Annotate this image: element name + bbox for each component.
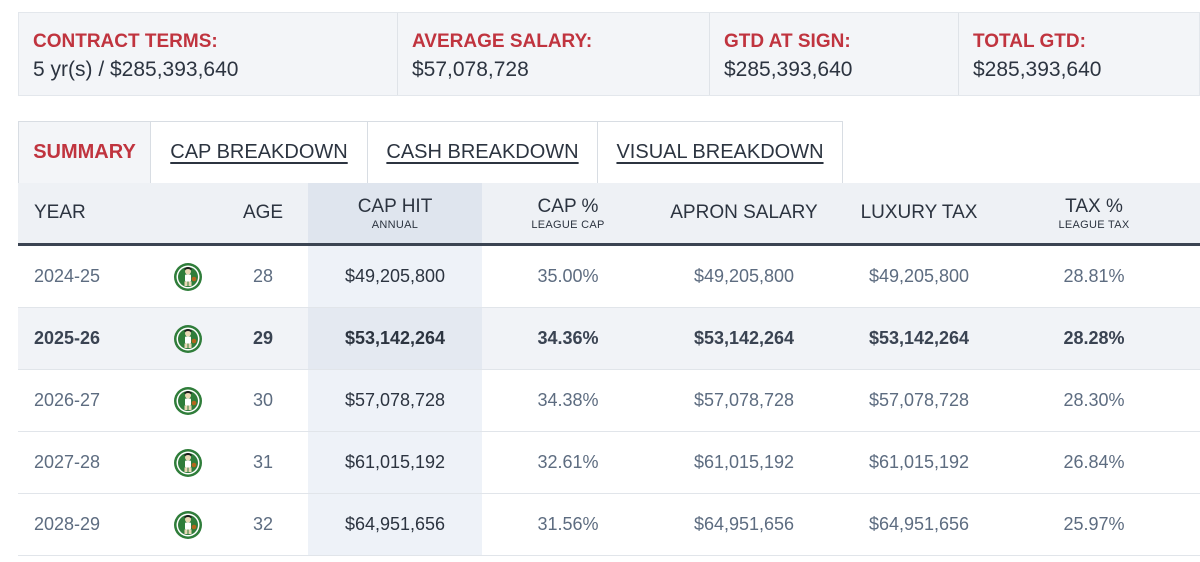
header-logo (158, 183, 218, 243)
header-cap-hit-label: CAP HIT (357, 195, 433, 217)
header-cap-pct-sub: LEAGUE CAP (531, 218, 605, 231)
header-cap-hit[interactable]: CAP HIT ANNUAL (308, 183, 482, 243)
team-logo-cell (158, 370, 218, 431)
apron-salary-cell: $49,205,800 (693, 266, 795, 286)
luxury-tax-cell: $53,142,264 (868, 328, 970, 348)
apron-salary-cell: $57,078,728 (693, 390, 795, 410)
contract-summary: CONTRACT TERMS: 5 yr(s) / $285,393,640 A… (18, 12, 1200, 96)
team-logo-icon (174, 448, 202, 477)
year-cell: 2027-28 (34, 452, 101, 472)
cap-hit-cell: $61,015,192 (308, 432, 482, 493)
total-gtd-value: $285,393,640 (973, 58, 1102, 81)
luxury-tax-cell: $57,078,728 (868, 390, 970, 410)
average-salary-box: AVERAGE SALARY: $57,078,728 (398, 13, 710, 95)
age-cell: 29 (252, 328, 274, 348)
contract-table: YEAR AGE CAP HIT ANNUAL CAP % LEAGUE CAP… (18, 183, 1200, 556)
cap-pct-cell: 34.38% (537, 390, 599, 410)
age-cell: 31 (252, 452, 274, 472)
age-cell: 30 (252, 390, 274, 410)
team-logo-icon (174, 386, 202, 415)
cap-hit-cell: $64,951,656 (308, 494, 482, 555)
tab-cap-breakdown[interactable]: CAP BREAKDOWN (151, 122, 368, 183)
apron-salary-cell: $61,015,192 (693, 452, 795, 472)
cap-pct-cell: 31.56% (537, 514, 599, 534)
average-salary-value: $57,078,728 (412, 58, 529, 81)
luxury-tax-cell: $64,951,656 (868, 514, 970, 534)
team-logo-icon (174, 262, 202, 291)
tab-cash-breakdown[interactable]: CASH BREAKDOWN (368, 122, 598, 183)
cap-pct-cell: 34.36% (537, 328, 599, 348)
row-spacer (1184, 432, 1200, 493)
tab-visual-breakdown[interactable]: VISUAL BREAKDOWN (598, 122, 842, 183)
luxury-tax-cell: $61,015,192 (868, 452, 970, 472)
year-cell: 2026-27 (34, 390, 101, 410)
contract-terms-value: 5 yr(s) / $285,393,640 (33, 58, 239, 81)
age-cell: 28 (252, 266, 274, 286)
team-logo-cell (158, 246, 218, 307)
cap-hit-cell: $49,205,800 (308, 246, 482, 307)
year-cell: 2025-26 (34, 328, 101, 348)
header-cap-pct[interactable]: CAP % LEAGUE CAP (482, 183, 654, 243)
table-row: 2024-25 28 $49,205,800 35.00% $49,205,80… (18, 246, 1200, 308)
row-spacer (1184, 246, 1200, 307)
average-salary-label: AVERAGE SALARY: (412, 31, 593, 52)
age-cell: 32 (252, 514, 274, 534)
year-cell: 2028-29 (34, 514, 101, 534)
tax-pct-cell: 28.81% (1063, 266, 1125, 286)
row-spacer (1184, 308, 1200, 369)
header-cap-hit-sub: ANNUAL (371, 218, 419, 231)
team-logo-cell (158, 494, 218, 555)
contract-terms-label: CONTRACT TERMS: (33, 31, 218, 52)
table-row: 2025-26 29 $53,142,264 34.36% $53,142,26… (18, 308, 1200, 370)
header-spacer (1184, 183, 1200, 243)
cap-hit-cell: $53,142,264 (308, 308, 482, 369)
cap-hit-cell: $57,078,728 (308, 370, 482, 431)
row-spacer (1184, 494, 1200, 555)
apron-salary-cell: $64,951,656 (693, 514, 795, 534)
header-apron-salary[interactable]: APRON SALARY (670, 202, 818, 223)
tax-pct-cell: 28.30% (1063, 390, 1125, 410)
header-tax-pct[interactable]: TAX % LEAGUE TAX (1004, 183, 1184, 243)
breakdown-tabs: SUMMARY CAP BREAKDOWN CASH BREAKDOWN VIS… (18, 121, 843, 183)
team-logo-icon (174, 510, 202, 539)
gtd-at-sign-value: $285,393,640 (724, 58, 853, 81)
table-header-row: YEAR AGE CAP HIT ANNUAL CAP % LEAGUE CAP… (18, 183, 1200, 246)
header-tax-pct-sub: LEAGUE TAX (1058, 218, 1130, 231)
tax-pct-cell: 26.84% (1063, 452, 1125, 472)
luxury-tax-cell: $49,205,800 (868, 266, 970, 286)
gtd-at-sign-label: GTD AT SIGN: (724, 31, 851, 52)
header-luxury-tax[interactable]: LUXURY TAX (860, 202, 978, 223)
team-logo-icon (174, 324, 202, 353)
row-spacer (1184, 370, 1200, 431)
year-cell: 2024-25 (34, 266, 101, 286)
total-gtd-label: TOTAL GTD: (973, 31, 1086, 52)
table-row: 2026-27 30 $57,078,728 34.38% $57,078,72… (18, 370, 1200, 432)
table-row: 2028-29 32 $64,951,656 31.56% $64,951,65… (18, 494, 1200, 556)
team-logo-cell (158, 308, 218, 369)
team-logo-cell (158, 432, 218, 493)
header-year[interactable]: YEAR (34, 202, 86, 223)
table-body: 2024-25 28 $49,205,800 35.00% $49,205,80… (18, 246, 1200, 556)
total-gtd-box: TOTAL GTD: $285,393,640 (959, 13, 1199, 95)
tax-pct-cell: 25.97% (1063, 514, 1125, 534)
header-cap-pct-label: CAP % (537, 195, 599, 217)
tax-pct-cell: 28.28% (1063, 328, 1125, 348)
header-tax-pct-label: TAX % (1065, 195, 1123, 217)
gtd-at-sign-box: GTD AT SIGN: $285,393,640 (710, 13, 959, 95)
table-row: 2027-28 31 $61,015,192 32.61% $61,015,19… (18, 432, 1200, 494)
tab-summary[interactable]: SUMMARY (19, 122, 151, 183)
cap-pct-cell: 32.61% (537, 452, 599, 472)
header-age[interactable]: AGE (242, 202, 284, 223)
contract-terms-box: CONTRACT TERMS: 5 yr(s) / $285,393,640 (19, 13, 398, 95)
apron-salary-cell: $53,142,264 (693, 328, 795, 348)
cap-pct-cell: 35.00% (537, 266, 599, 286)
